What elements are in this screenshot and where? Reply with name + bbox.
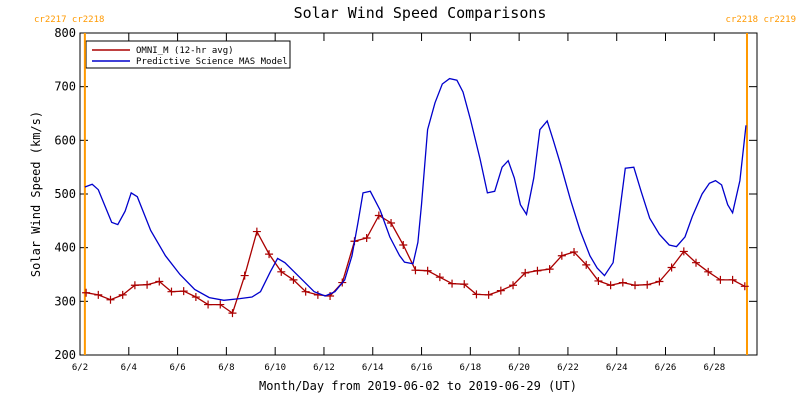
x-tick-label: 6/28 [703,363,725,373]
x-tick-label: 6/10 [264,363,286,373]
x-tick-label: 6/24 [606,363,628,373]
x-tick-label: 6/22 [557,363,579,373]
x-tick-label: 6/14 [362,363,384,373]
legend-box [85,40,291,69]
data-point [448,279,457,288]
data-point [179,287,188,296]
data-point [728,275,737,284]
data-point [533,266,542,275]
data-point [240,271,249,280]
data-point [496,286,505,295]
x-tick-label: 6/12 [313,363,335,373]
data-point [472,290,481,299]
y-tick-label: 200 [54,348,76,362]
y-tick-label: 300 [54,294,76,308]
x-tick-label: 6/20 [508,363,530,373]
rotation-label: cr2217 cr2218 [34,15,104,25]
data-point [216,300,225,309]
y-tick-label: 500 [54,187,76,201]
data-point [460,280,469,289]
data-point [655,277,664,286]
data-point [631,281,640,290]
data-point [277,267,286,276]
data-point [618,278,627,287]
data-point [521,268,530,277]
y-axis-label: Solar Wind Speed (km/s) [29,111,43,277]
y-tick-label: 700 [54,80,76,94]
y-tick-label: 800 [54,26,76,40]
data-point [570,247,579,256]
data-point [582,260,591,269]
y-tick-label: 400 [54,241,76,255]
data-point [289,275,298,284]
data-point [313,290,322,299]
data-point [509,281,518,290]
x-tick-label: 6/2 [72,363,88,373]
data-point [362,234,371,243]
data-point [106,295,115,304]
data-point [252,227,261,236]
data-point [704,267,713,276]
data-point [191,293,200,302]
data-point [167,287,176,296]
data-point [130,281,139,290]
data-point [740,282,749,291]
data-point [435,273,444,282]
data-point [423,266,432,275]
data-point [155,277,164,286]
data-point [82,288,91,297]
x-axis-label: Month/Day from 2019-06-02 to 2019-06-29 … [259,379,577,393]
data-point [94,290,103,299]
data-point [606,281,615,290]
data-point [679,247,688,256]
x-tick-label: 6/26 [655,363,677,373]
x-tick-label: 6/16 [411,363,433,373]
data-point [387,218,396,227]
x-tick-label: 6/6 [169,363,185,373]
data-point [594,276,603,285]
series-line [84,77,747,301]
rotation-label: cr2218 cr2219 [726,15,796,25]
data-point [399,240,408,249]
x-tick-label: 6/18 [459,363,481,373]
data-point [411,266,420,275]
x-tick-label: 6/4 [121,363,137,373]
data-point [716,275,725,284]
data-point [143,280,152,289]
x-tick-label: 6/8 [218,363,234,373]
legend-label: Predictive Science MAS Model [136,57,288,67]
chart-title: Solar Wind Speed Comparisons [294,4,547,22]
data-point [265,250,274,259]
data-point [667,263,676,272]
data-point [484,290,493,299]
data-point [643,280,652,289]
data-point [204,300,213,309]
data-point [228,309,237,318]
data-point [301,287,310,296]
data-point [545,265,554,274]
data-point [692,258,701,267]
data-point [118,290,127,299]
data-point [557,251,566,260]
y-tick-label: 600 [54,133,76,147]
legend-label: OMNI_M (12-hr avg) [136,46,234,56]
